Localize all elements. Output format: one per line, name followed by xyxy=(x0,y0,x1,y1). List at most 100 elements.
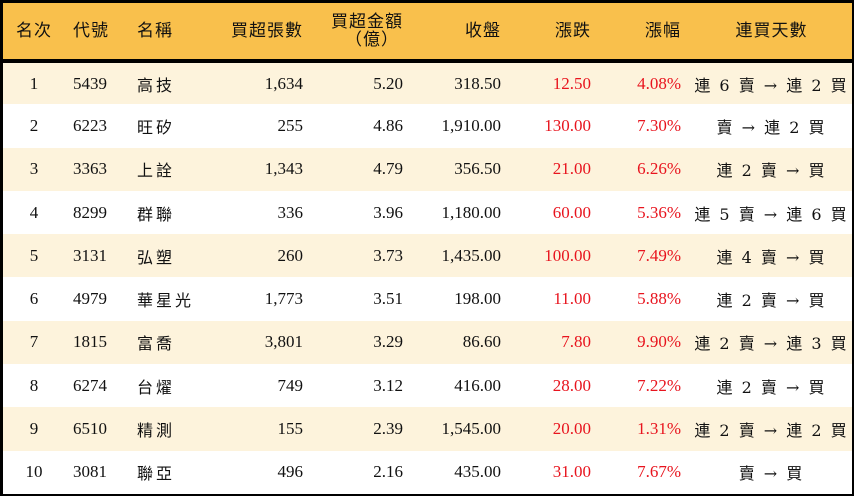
cell-change-pct: 1.31% xyxy=(637,419,681,439)
cell-change-pct: 7.49% xyxy=(637,245,681,265)
cell-change-pct: 5.36% xyxy=(637,202,681,222)
cell-net-buy-amount: 4.79 xyxy=(373,159,403,179)
cell-rank: 6 xyxy=(29,289,39,309)
cell-rank: 9 xyxy=(29,419,39,439)
cell-change: 28.00 xyxy=(552,375,591,395)
cell-streak: 連 4 賣 → 買 xyxy=(716,247,827,267)
cell-name: 台燿 xyxy=(137,377,176,397)
cell-streak: 連 2 賣 → 買 xyxy=(716,291,827,311)
table-row: 2 6223 旺矽 255 4.86 1,910.00 130.00 7.30%… xyxy=(3,104,852,148)
cell-streak: 賣 → 買 xyxy=(738,464,805,484)
cell-rank: 2 xyxy=(29,115,39,135)
cell-code: 5439 xyxy=(73,73,107,93)
cell-net-buy-lots: 1,343 xyxy=(264,159,303,179)
table-row: 5 3131 弘塑 260 3.73 1,435.00 100.00 7.49%… xyxy=(3,234,852,278)
cell-streak: 連 2 賣 → 買 xyxy=(716,161,827,181)
header-change-pct: 漲幅 xyxy=(601,3,691,63)
cell-net-buy-lots: 336 xyxy=(277,202,304,222)
header-name: 名稱 xyxy=(127,3,209,63)
cell-code: 4979 xyxy=(73,289,107,309)
cell-net-buy-lots: 1,773 xyxy=(264,289,303,309)
cell-streak: 連 2 賣 → 買 xyxy=(716,377,827,397)
cell-streak: 連 2 賣 → 連 2 買 xyxy=(694,421,849,441)
cell-code: 6274 xyxy=(73,375,107,395)
table-row: 4 8299 群聯 336 3.96 1,180.00 60.00 5.36% … xyxy=(3,190,852,235)
cell-close: 416.00 xyxy=(454,375,501,395)
cell-rank: 1 xyxy=(29,73,39,93)
cell-change: 20.00 xyxy=(552,419,591,439)
cell-net-buy-amount: 2.16 xyxy=(373,462,403,482)
cell-net-buy-lots: 1,634 xyxy=(264,73,303,93)
cell-name: 旺矽 xyxy=(137,117,176,137)
cell-name: 群聯 xyxy=(137,204,176,224)
cell-close: 198.00 xyxy=(454,289,501,309)
cell-change: 12.50 xyxy=(552,73,591,93)
cell-net-buy-lots: 155 xyxy=(277,419,304,439)
table-row: 1 5439 高技 1,634 5.20 318.50 12.50 4.08% … xyxy=(3,61,852,105)
cell-change: 100.00 xyxy=(544,245,591,265)
table-body: 1 5439 高技 1,634 5.20 318.50 12.50 4.08% … xyxy=(3,61,852,494)
header-code: 代號 xyxy=(65,3,127,63)
cell-close: 1,180.00 xyxy=(441,202,502,222)
cell-close: 356.50 xyxy=(454,159,501,179)
cell-code: 8299 xyxy=(73,202,107,222)
cell-net-buy-amount: 3.73 xyxy=(373,245,403,265)
cell-change: 21.00 xyxy=(552,159,591,179)
table-row: 10 3081 聯亞 496 2.16 435.00 31.00 7.67% 賣… xyxy=(3,450,852,494)
cell-name: 弘塑 xyxy=(137,247,176,267)
cell-change-pct: 4.08% xyxy=(637,73,681,93)
cell-net-buy-lots: 3,801 xyxy=(264,332,303,352)
cell-close: 435.00 xyxy=(454,462,501,482)
cell-close: 1,435.00 xyxy=(441,245,502,265)
cell-rank: 5 xyxy=(29,245,39,265)
header-net-buy-amount: 買超金額 （億） xyxy=(313,3,413,63)
cell-name: 富喬 xyxy=(137,334,176,354)
cell-close: 1,545.00 xyxy=(441,419,502,439)
cell-code: 1815 xyxy=(73,332,107,352)
net-buy-ranking-table: 名次 代號 名稱 買超張數 買超金額 （億） 收盤 漲跌 漲幅 連買天數 1 5… xyxy=(3,3,852,494)
cell-streak: 連 6 賣 → 連 2 買 xyxy=(694,75,849,95)
cell-change: 130.00 xyxy=(544,115,591,135)
cell-rank: 8 xyxy=(29,375,39,395)
cell-change-pct: 7.67% xyxy=(637,462,681,482)
header-change: 漲跌 xyxy=(511,3,601,63)
cell-change: 60.00 xyxy=(552,202,591,222)
cell-net-buy-lots: 496 xyxy=(277,462,304,482)
cell-close: 86.60 xyxy=(462,332,501,352)
header-rank: 名次 xyxy=(3,3,65,63)
cell-net-buy-amount: 5.20 xyxy=(373,73,403,93)
cell-net-buy-amount: 4.86 xyxy=(373,115,403,135)
cell-rank: 7 xyxy=(29,332,39,352)
header-net-buy-amount-line1: 買超金額 xyxy=(331,12,403,32)
cell-net-buy-amount: 3.12 xyxy=(373,375,403,395)
cell-net-buy-lots: 255 xyxy=(277,115,304,135)
cell-code: 3081 xyxy=(73,462,107,482)
cell-close: 1,910.00 xyxy=(441,115,502,135)
cell-name: 華星光 xyxy=(137,291,195,311)
cell-change-pct: 5.88% xyxy=(637,289,681,309)
table-row: 9 6510 精測 155 2.39 1,545.00 20.00 1.31% … xyxy=(3,407,852,451)
cell-change-pct: 9.90% xyxy=(637,332,681,352)
cell-close: 318.50 xyxy=(454,73,501,93)
table-header-row: 名次 代號 名稱 買超張數 買超金額 （億） 收盤 漲跌 漲幅 連買天數 xyxy=(3,3,852,63)
cell-streak: 連 5 賣 → 連 6 買 xyxy=(694,204,849,224)
cell-rank: 3 xyxy=(29,159,39,179)
table-row: 3 3363 上詮 1,343 4.79 356.50 21.00 6.26% … xyxy=(3,147,852,191)
cell-rank: 10 xyxy=(25,462,43,482)
cell-net-buy-amount: 3.96 xyxy=(373,202,403,222)
cell-change-pct: 7.30% xyxy=(637,115,681,135)
cell-code: 3131 xyxy=(73,245,107,265)
cell-net-buy-amount: 3.51 xyxy=(373,289,403,309)
header-net-buy-lots: 買超張數 xyxy=(209,3,313,63)
cell-code: 6223 xyxy=(73,115,107,135)
cell-change: 31.00 xyxy=(552,462,591,482)
header-close: 收盤 xyxy=(413,3,511,63)
cell-rank: 4 xyxy=(29,202,39,222)
table-row: 6 4979 華星光 1,773 3.51 198.00 11.00 5.88%… xyxy=(3,277,852,321)
cell-net-buy-lots: 749 xyxy=(277,375,304,395)
cell-code: 3363 xyxy=(73,159,107,179)
cell-streak: 連 2 賣 → 連 3 買 xyxy=(694,334,849,354)
cell-net-buy-lots: 260 xyxy=(277,245,304,265)
cell-name: 高技 xyxy=(137,75,176,95)
